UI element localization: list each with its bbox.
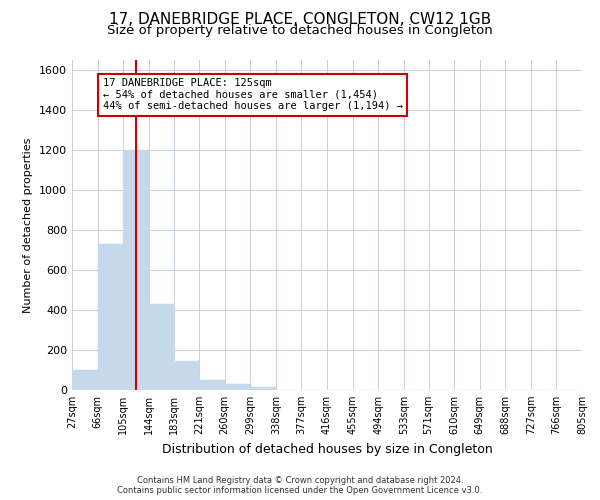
Y-axis label: Number of detached properties: Number of detached properties [23, 138, 34, 312]
Text: 17 DANEBRIDGE PLACE: 125sqm
← 54% of detached houses are smaller (1,454)
44% of : 17 DANEBRIDGE PLACE: 125sqm ← 54% of det… [103, 78, 403, 112]
Bar [123, 150, 149, 390]
Text: Contains HM Land Registry data © Crown copyright and database right 2024.
Contai: Contains HM Land Registry data © Crown c… [118, 476, 482, 495]
Bar [149, 304, 174, 390]
Bar [250, 387, 276, 390]
Bar [199, 380, 225, 390]
Text: Size of property relative to detached houses in Congleton: Size of property relative to detached ho… [107, 24, 493, 37]
Bar [225, 384, 250, 390]
Bar [174, 362, 199, 390]
Text: 17, DANEBRIDGE PLACE, CONGLETON, CW12 1GB: 17, DANEBRIDGE PLACE, CONGLETON, CW12 1G… [109, 12, 491, 28]
X-axis label: Distribution of detached houses by size in Congleton: Distribution of detached houses by size … [161, 442, 493, 456]
Bar [72, 370, 98, 390]
Bar [98, 244, 123, 390]
